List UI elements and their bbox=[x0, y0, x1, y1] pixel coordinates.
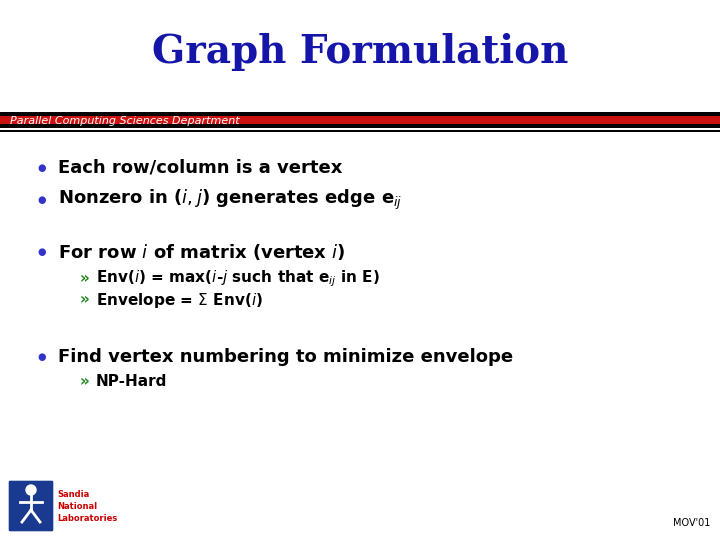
Text: ●: ● bbox=[37, 195, 46, 205]
Text: Envelope = $\Sigma$ Env($\it{i}$): Envelope = $\Sigma$ Env($\it{i}$) bbox=[96, 291, 263, 309]
Bar bbox=[0, 116, 720, 124]
Text: Nonzero in ($\it{i,j}$) generates edge e$_{\it{ij}}$: Nonzero in ($\it{i,j}$) generates edge e… bbox=[58, 188, 402, 212]
Text: Sandia
National
Laboratories: Sandia National Laboratories bbox=[57, 490, 117, 523]
Text: For row $\it{i}$ of matrix (vertex $\it{i}$): For row $\it{i}$ of matrix (vertex $\it{… bbox=[58, 242, 346, 262]
Bar bbox=[0, 112, 720, 116]
Bar bbox=[0, 130, 720, 132]
Text: ●: ● bbox=[37, 163, 46, 173]
Bar bbox=[0, 124, 720, 128]
Text: Graph Formulation: Graph Formulation bbox=[152, 33, 568, 71]
Bar bbox=[0, 110, 720, 112]
Text: Parallel Computing Sciences Department: Parallel Computing Sciences Department bbox=[10, 116, 240, 126]
Text: ●: ● bbox=[37, 352, 46, 362]
Text: ●: ● bbox=[37, 247, 46, 257]
Text: Env($\it{i}$) = max($\it{i}$-$\it{j}$ such that e$_{\it{ij}}$ in E): Env($\it{i}$) = max($\it{i}$-$\it{j}$ su… bbox=[96, 269, 379, 289]
Text: »: » bbox=[80, 293, 90, 307]
FancyBboxPatch shape bbox=[8, 480, 54, 532]
Text: Each row/column is a vertex: Each row/column is a vertex bbox=[58, 159, 343, 177]
Text: NP-Hard: NP-Hard bbox=[96, 375, 167, 389]
Text: »: » bbox=[80, 375, 90, 389]
Text: »: » bbox=[80, 272, 90, 287]
Text: MOV'01: MOV'01 bbox=[672, 518, 710, 528]
Circle shape bbox=[26, 485, 36, 495]
Bar bbox=[0, 128, 720, 130]
Text: Find vertex numbering to minimize envelope: Find vertex numbering to minimize envelo… bbox=[58, 348, 513, 366]
